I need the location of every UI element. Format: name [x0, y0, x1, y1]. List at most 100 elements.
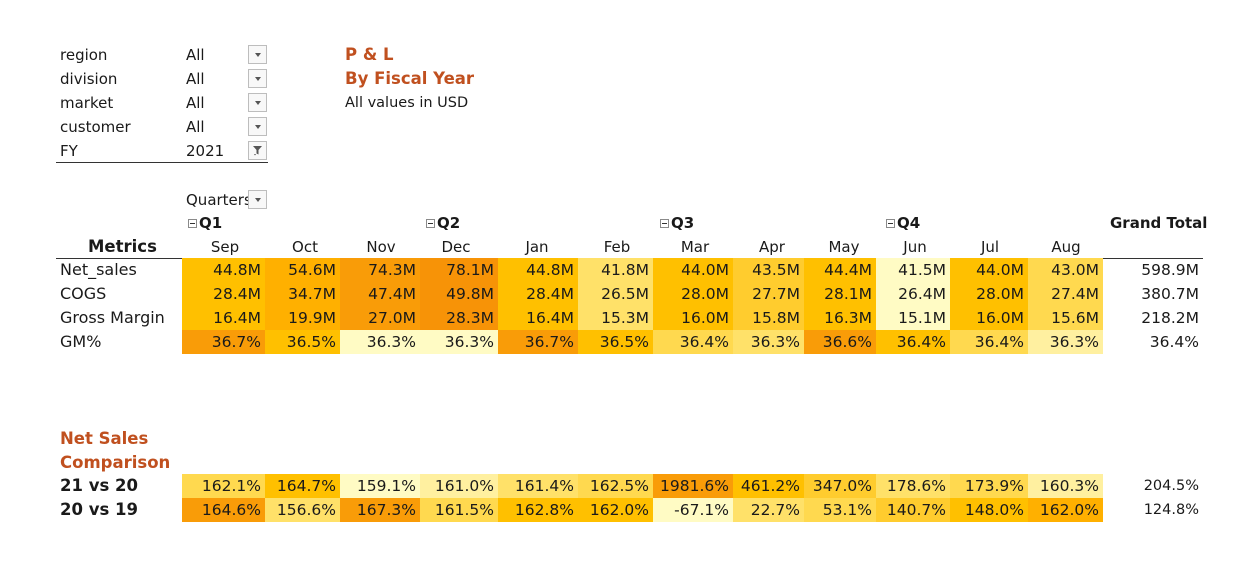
data-cell[interactable]: 28.4M [182, 282, 265, 306]
data-cell[interactable]: 16.4M [498, 306, 578, 330]
quarter-header-q4[interactable]: Q4 [886, 211, 920, 235]
comparison-row-label: 21 vs 20 [60, 476, 138, 495]
comparison-cell[interactable]: 161.4% [498, 474, 578, 498]
data-cell[interactable]: 36.3% [733, 330, 804, 354]
data-cell[interactable]: 26.5M [578, 282, 653, 306]
data-cell[interactable]: 15.3M [578, 306, 653, 330]
data-cell[interactable]: 47.4M [340, 282, 420, 306]
data-cell[interactable]: 36.4% [950, 330, 1028, 354]
comparison-cell[interactable]: 162.0% [1028, 498, 1103, 522]
data-cell[interactable]: 15.8M [733, 306, 804, 330]
data-cell[interactable]: 15.1M [876, 306, 950, 330]
data-cell[interactable]: 43.0M [1028, 258, 1103, 282]
comparison-cell[interactable]: 161.0% [420, 474, 498, 498]
data-cell[interactable]: 28.1M [804, 282, 876, 306]
data-cell[interactable]: 44.0M [653, 258, 733, 282]
data-cell[interactable]: 49.8M [420, 282, 498, 306]
data-cell[interactable]: 36.4% [653, 330, 733, 354]
comparison-cell[interactable]: 178.6% [876, 474, 950, 498]
comparison-cell[interactable]: 156.6% [265, 498, 340, 522]
data-cell[interactable]: 54.6M [265, 258, 340, 282]
data-cell[interactable]: 36.7% [498, 330, 578, 354]
comparison-cell[interactable]: 1981.6% [653, 474, 733, 498]
data-cell[interactable]: 43.5M [733, 258, 804, 282]
quarter-header-q2[interactable]: Q2 [426, 211, 460, 235]
comparison-cell[interactable]: 162.8% [498, 498, 578, 522]
data-cell[interactable]: 27.0M [340, 306, 420, 330]
data-cell[interactable]: 27.7M [733, 282, 804, 306]
data-cell[interactable]: 28.0M [950, 282, 1028, 306]
data-cell[interactable]: 16.4M [182, 306, 265, 330]
data-cell[interactable]: 36.4% [876, 330, 950, 354]
filter-dropdown-fy[interactable] [248, 141, 267, 160]
collapse-minus-icon[interactable] [886, 218, 895, 228]
data-cell[interactable]: 44.8M [182, 258, 265, 282]
comparison-cell[interactable]: 162.0% [578, 498, 653, 522]
data-cell[interactable]: 78.1M [420, 258, 498, 282]
quarter-header-q3[interactable]: Q3 [660, 211, 694, 235]
data-cell[interactable]: 44.0M [950, 258, 1028, 282]
comparison-cell[interactable]: 162.1% [182, 474, 265, 498]
quarters-field-label: Quarters [186, 191, 252, 209]
data-cell[interactable]: 36.5% [265, 330, 340, 354]
grand-total-cell[interactable]: 380.7M [1141, 285, 1199, 303]
data-cell[interactable]: 19.9M [265, 306, 340, 330]
comparison-cell[interactable]: 461.2% [733, 474, 804, 498]
data-cell[interactable]: 44.4M [804, 258, 876, 282]
data-cell[interactable]: 36.5% [578, 330, 653, 354]
data-cell[interactable]: 41.8M [578, 258, 653, 282]
grand-total-cell[interactable]: 36.4% [1149, 333, 1199, 351]
collapse-minus-icon[interactable] [188, 218, 197, 228]
comparison-cell[interactable]: 53.1% [804, 498, 876, 522]
data-cell[interactable]: 34.7M [265, 282, 340, 306]
collapse-minus-icon[interactable] [660, 218, 669, 228]
month-header-jul: Jul [980, 238, 1000, 256]
data-cell[interactable]: 16.0M [950, 306, 1028, 330]
data-cell[interactable]: 74.3M [340, 258, 420, 282]
comparison-cell[interactable]: 159.1% [340, 474, 420, 498]
comparison-cell[interactable]: 140.7% [876, 498, 950, 522]
filter-dropdown-division[interactable] [248, 69, 267, 88]
data-cell[interactable]: 26.4M [876, 282, 950, 306]
comparison-cell[interactable]: 160.3% [1028, 474, 1103, 498]
units-note: All values in USD [345, 95, 469, 111]
data-cell[interactable]: 15.6M [1028, 306, 1103, 330]
data-cell[interactable]: 36.6% [804, 330, 876, 354]
comparison-cell[interactable]: 164.7% [265, 474, 340, 498]
data-cell[interactable]: 41.5M [876, 258, 950, 282]
comparison-cell[interactable]: -67.1% [653, 498, 733, 522]
filter-dropdown-region[interactable] [248, 45, 267, 64]
data-cell[interactable]: 27.4M [1028, 282, 1103, 306]
grand-total-cell[interactable]: 598.9M [1141, 261, 1199, 279]
data-cell[interactable]: 28.4M [498, 282, 578, 306]
quarters-dropdown-button[interactable] [248, 190, 267, 209]
filter-label-fy: FY [60, 142, 78, 160]
comparison-cell[interactable]: 347.0% [804, 474, 876, 498]
filter-dropdown-market[interactable] [248, 93, 267, 112]
comparison-cell[interactable]: 148.0% [950, 498, 1028, 522]
data-cell[interactable]: 36.3% [1028, 330, 1103, 354]
filter-dropdown-customer[interactable] [248, 117, 267, 136]
comparison-cell[interactable]: 167.3% [340, 498, 420, 522]
data-cell[interactable]: 28.0M [653, 282, 733, 306]
data-cell[interactable]: 36.7% [182, 330, 265, 354]
grand-total-cell[interactable]: 218.2M [1141, 309, 1199, 327]
comparison-subtitle: Comparison [60, 453, 171, 472]
comparison-total-cell[interactable]: 124.8% [1143, 502, 1199, 518]
comparison-total-cell[interactable]: 204.5% [1143, 478, 1199, 494]
comparison-cell[interactable]: 173.9% [950, 474, 1028, 498]
filter-value-fy: 2021 [186, 142, 225, 160]
collapse-minus-icon[interactable] [426, 218, 435, 228]
comparison-cell[interactable]: 162.5% [578, 474, 653, 498]
data-cell[interactable]: 16.3M [804, 306, 876, 330]
comparison-cell[interactable]: 22.7% [733, 498, 804, 522]
comparison-cell[interactable]: 164.6% [182, 498, 265, 522]
filter-value-market: All [186, 94, 205, 112]
data-cell[interactable]: 16.0M [653, 306, 733, 330]
comparison-cell[interactable]: 161.5% [420, 498, 498, 522]
data-cell[interactable]: 44.8M [498, 258, 578, 282]
data-cell[interactable]: 36.3% [340, 330, 420, 354]
data-cell[interactable]: 28.3M [420, 306, 498, 330]
quarter-header-q1[interactable]: Q1 [188, 211, 222, 235]
data-cell[interactable]: 36.3% [420, 330, 498, 354]
